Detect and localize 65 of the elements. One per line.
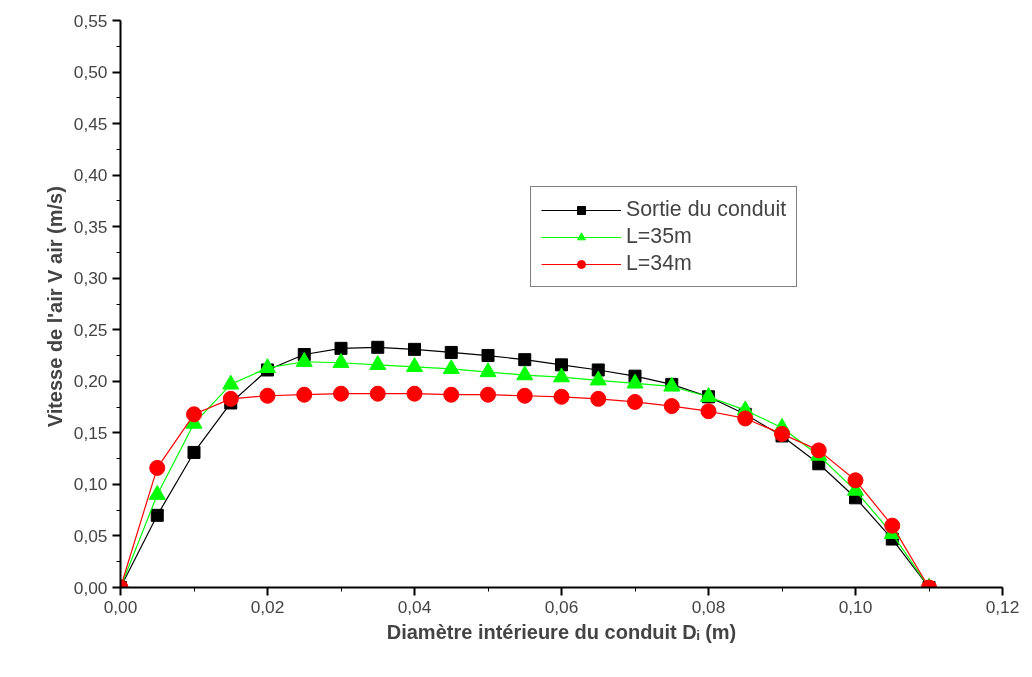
point [518,353,532,367]
x-axis-title: Diamètre intérieure du conduit Dᵢ (m) [386,620,737,643]
y-tick-label: 0,55 [73,10,108,31]
point [516,387,533,404]
x-tick-label: 0,00 [103,596,138,617]
y-tick-label: 0,40 [73,165,108,186]
legend-label: L=34m [626,251,692,276]
point [443,386,460,403]
point [187,445,201,459]
point [259,358,276,374]
y-tick-label: 0,10 [73,474,108,495]
legend-label: L=35m [626,224,692,249]
point [774,425,790,442]
point [406,357,423,372]
point [555,358,568,372]
point [259,387,276,404]
point [332,353,350,368]
point [590,390,607,407]
x-tick-label: 0,08 [691,596,726,617]
x-tick-label: 0,10 [838,596,873,617]
point [408,342,421,356]
x-tick-label: 0,06 [544,596,579,617]
point [589,370,607,386]
point [553,388,570,405]
point [222,374,240,390]
y-axis-title: Vitesse de l'air V air (m/s) [43,186,66,428]
point [371,340,385,354]
x-tick-label: 0,12 [985,596,1020,617]
point [334,341,348,355]
x-tick-label: 0,02 [250,596,285,617]
y-tick-label: 0,45 [73,113,108,134]
y-tick-label: 0,00 [73,577,108,598]
y-tick-label: 0,35 [73,216,108,237]
point [186,406,202,423]
point [553,367,570,383]
point [296,386,313,403]
legend-label: Sortie du conduit [626,197,787,222]
x-tick-label: 0,04 [397,596,432,617]
point [148,484,166,500]
y-tick-label: 0,15 [73,422,108,443]
point [369,355,387,370]
point [222,390,239,407]
point [149,459,166,476]
point [663,398,680,415]
y-tick-label: 0,20 [73,371,108,392]
point [481,349,495,363]
point [369,385,386,402]
point [480,386,496,403]
point [406,385,423,402]
point [333,385,349,402]
y-tick-label: 0,25 [73,319,108,340]
point [444,345,458,359]
y-tick-label: 0,05 [73,525,108,546]
y-tick-label: 0,30 [73,268,108,289]
point [627,393,643,410]
point [884,517,901,534]
y-tick-label: 0,50 [73,62,108,83]
point [150,508,164,522]
point [479,362,497,378]
point [847,472,864,489]
point [442,359,460,375]
point [737,410,754,427]
point [626,373,644,389]
point [700,403,717,420]
point [516,365,534,381]
